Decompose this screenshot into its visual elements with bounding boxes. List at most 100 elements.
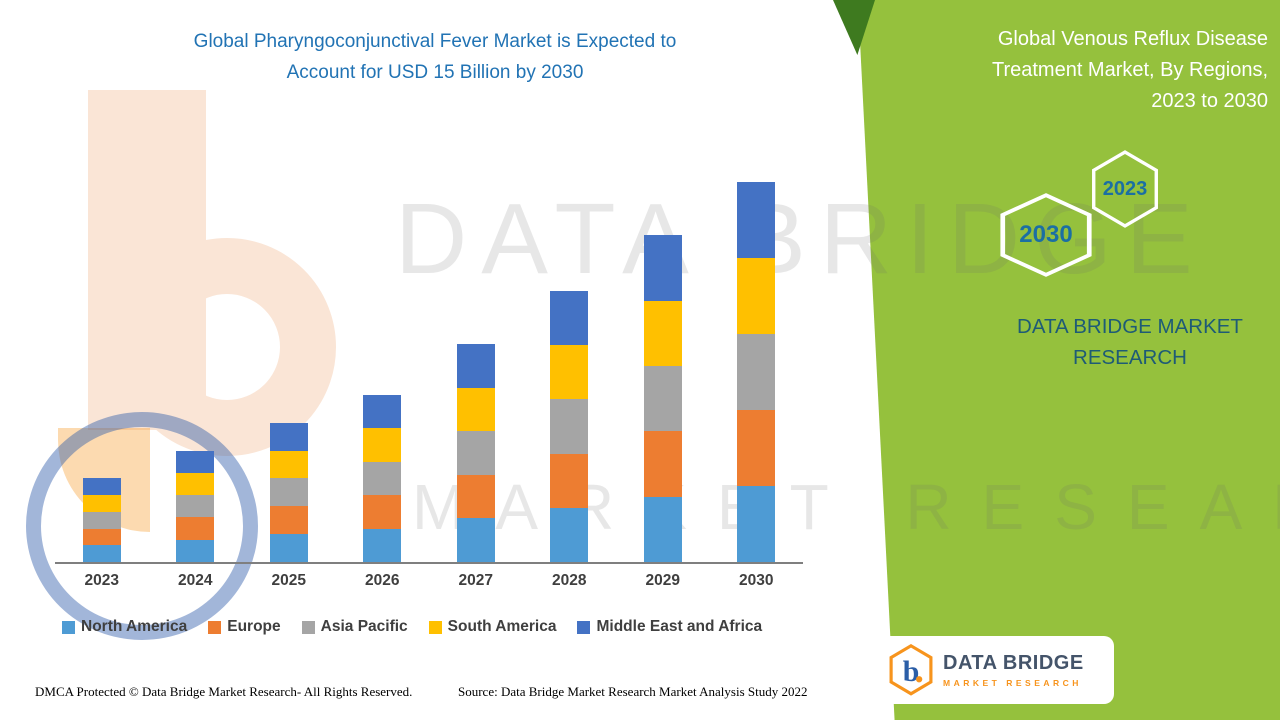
bar-segment-middle-east-and-africa [82, 478, 121, 496]
bar-segment-south-america [82, 495, 121, 512]
bar-segment-middle-east-and-africa [643, 235, 682, 301]
stacked-bar-2027 [456, 344, 495, 562]
bar-column-2028 [523, 290, 617, 562]
legend-swatch-icon [577, 620, 591, 634]
stacked-bar-2028 [550, 290, 589, 562]
bar-segment-europe [363, 495, 402, 529]
bar-column-2025 [242, 422, 336, 562]
legend-label: North America [81, 618, 188, 635]
legend-item-middle-east-and-africa: Middle East and Africa [577, 618, 762, 636]
hexagon-outline-icon [1092, 150, 1158, 228]
dmca-text: DMCA Protected © Data Bridge Market Rese… [35, 684, 413, 699]
hexagon-outline-icon [1000, 193, 1092, 277]
legend-label: Middle East and Africa [596, 618, 763, 635]
x-axis-label-2030: 2030 [739, 572, 774, 589]
legend-item-south-america: South America [428, 618, 557, 636]
bar-segment-europe [550, 453, 589, 508]
bar-column-2026 [336, 394, 430, 562]
bar-segment-middle-east-and-africa [456, 344, 495, 388]
logo-tagline: MARKET RESEARCH [943, 678, 1082, 688]
plot-area [55, 176, 803, 564]
hexagon-2030: 2030 [999, 193, 1093, 277]
bar-segment-europe [82, 528, 121, 546]
legend-swatch-icon [428, 620, 442, 634]
bar-column-2029 [616, 235, 710, 562]
bar-segment-europe [737, 410, 776, 486]
bar-segment-asia-pacific [456, 431, 495, 475]
x-axis-label-2028: 2028 [552, 572, 587, 589]
legend-swatch-icon [301, 620, 315, 634]
bar-segment-europe [643, 431, 682, 497]
bar-segment-south-america [269, 450, 308, 479]
bar-segment-middle-east-and-africa [363, 394, 402, 429]
bar-column-2027 [429, 344, 523, 562]
green-side-panel [857, 0, 1280, 720]
bar-segment-south-america [737, 258, 776, 334]
right-title-line1: Global Venous Reflux Disease [997, 28, 1268, 50]
legend-swatch-icon [208, 620, 222, 634]
bar-segment-south-america [176, 472, 215, 496]
legend-swatch-icon [62, 620, 75, 634]
stacked-bar-2030 [737, 182, 776, 562]
legend-label: Asia Pacific [320, 618, 408, 635]
right-title-line3: 2023 to 2030 [1151, 90, 1268, 112]
bar-column-2030 [710, 182, 804, 562]
bar-segment-south-america [550, 345, 589, 400]
x-axis-label-2029: 2029 [645, 572, 680, 589]
chart-title-line2: Account for USD 15 Billion by 2030 [286, 62, 584, 84]
bar-segment-middle-east-and-africa [269, 422, 308, 451]
hexagon-2030-label: 2030 [1019, 221, 1073, 248]
bar-segment-north-america [176, 539, 215, 562]
bar-segment-north-america [82, 545, 121, 562]
bar-segment-europe [456, 474, 495, 519]
bar-segment-north-america [456, 518, 495, 562]
logo-text-block: DATA BRIDGE MARKET RESEARCH [943, 652, 1084, 688]
right-panel-title: Global Venous Reflux Disease Treatment M… [923, 24, 1268, 117]
bar-column-2023 [55, 478, 149, 562]
bar-segment-north-america [269, 534, 308, 562]
hexagon-2023: 2023 [1091, 150, 1159, 228]
bar-segment-asia-pacific [82, 511, 121, 529]
legend-label: Europe [227, 618, 281, 635]
x-axis-label-2026: 2026 [365, 572, 400, 589]
brand-line1: DATA BRIDGE MARKET [1017, 315, 1243, 338]
bar-segment-asia-pacific [269, 478, 308, 507]
bar-segment-asia-pacific [550, 399, 589, 454]
right-panel-content: Global Venous Reflux Disease Treatment M… [838, 0, 1280, 720]
legend-item-europe: Europe [208, 618, 281, 636]
bar-segment-south-america [363, 428, 402, 462]
bar-segment-south-america [456, 387, 495, 432]
bar-segment-europe [176, 517, 215, 540]
bar-segment-middle-east-and-africa [550, 290, 589, 346]
bar-segment-asia-pacific [737, 334, 776, 410]
bar-segment-asia-pacific [643, 365, 682, 432]
x-axis-label-2027: 2027 [458, 572, 493, 589]
brand-line2: RESEARCH [1073, 345, 1187, 369]
legend-item-north-america: North America [62, 618, 187, 636]
x-axis-label-2024: 2024 [178, 572, 213, 589]
logo-name: DATA BRIDGE [943, 652, 1084, 674]
bar-column-2024 [149, 450, 243, 562]
dbmr-logo: b DATA BRIDGE MARKET RESEARCH [878, 636, 1114, 704]
legend-item-asia-pacific: Asia Pacific [301, 618, 408, 636]
chart-title: Global Pharyngoconjunctival Fever Market… [45, 26, 825, 89]
dbmr-hexagon-logo-icon: b [889, 644, 933, 696]
chart-title-line1: Global Pharyngoconjunctival Fever Market… [193, 31, 677, 52]
x-axis-labels: 2023 2024 2025 2026 2027 2028 2029 2030 [55, 572, 803, 590]
svg-text:b: b [903, 655, 920, 688]
bar-segment-europe [269, 506, 308, 535]
legend-label: South America [447, 618, 557, 635]
stacked-bar-2025 [269, 422, 308, 562]
bar-segment-north-america [363, 528, 402, 562]
source-text: Source: Data Bridge Market Research Mark… [458, 684, 808, 699]
bar-segment-middle-east-and-africa [737, 182, 776, 258]
bar-segment-north-america [643, 496, 682, 562]
bar-segment-asia-pacific [363, 461, 402, 496]
chart-legend: North America Europe Asia Pacific South Ame… [62, 618, 762, 636]
brand-text: DATA BRIDGE MARKET RESEARCH [980, 312, 1280, 374]
stacked-bar-2026 [363, 394, 402, 562]
bar-segment-north-america [550, 507, 589, 562]
bar-segment-north-america [737, 486, 776, 562]
